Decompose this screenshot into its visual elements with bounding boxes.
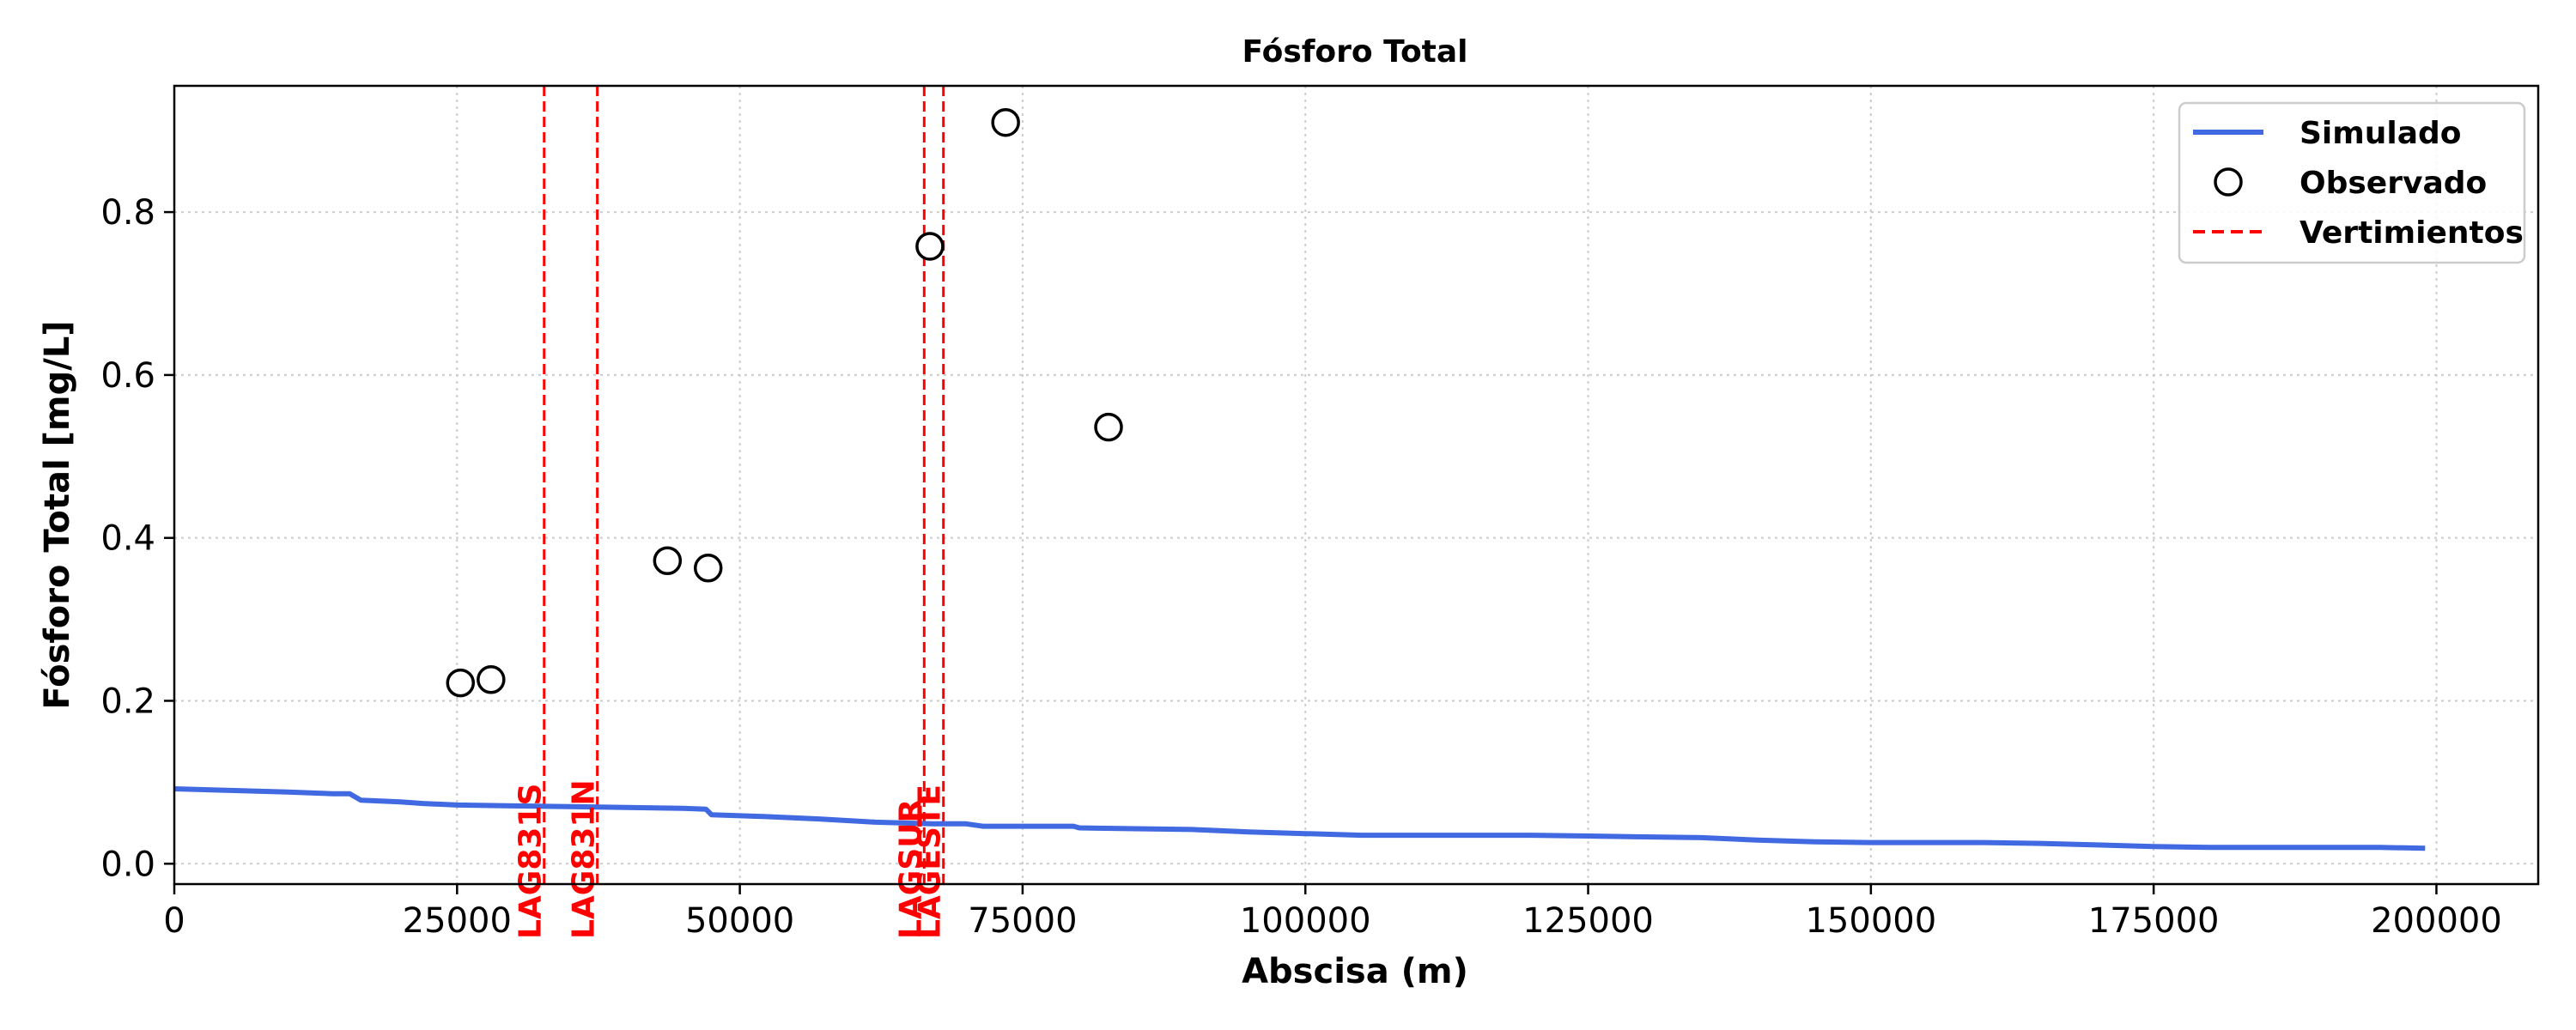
x-tick-label: 150000 <box>1805 901 1936 941</box>
simulado-line <box>173 786 2426 851</box>
y-tick-label: 0.8 <box>100 193 155 233</box>
x-tick-label: 125000 <box>1522 901 1654 941</box>
observado-point <box>915 232 945 261</box>
observado-point <box>446 668 476 698</box>
vertimiento-label: LAG831N <box>567 779 602 939</box>
legend: Simulado Observado Vertimientos <box>2178 101 2526 264</box>
chart-title: Fósforo Total <box>1242 34 1467 70</box>
observado-point <box>653 546 683 576</box>
plot-frame <box>173 84 2540 886</box>
vertimiento-label: LAG831S <box>513 784 549 939</box>
y-tick-label: 0.4 <box>100 519 155 559</box>
x-tick-label: 200000 <box>2371 901 2502 941</box>
legend-box <box>2178 101 2526 264</box>
y-tick-label: 0.0 <box>100 845 155 884</box>
legend-vertimientos-label: Vertimientos <box>2300 215 2524 251</box>
observado-point <box>693 554 723 583</box>
y-tick-label: 0.6 <box>100 356 155 396</box>
vertimiento-label: LAGESTE <box>913 785 948 939</box>
x-axis-title: Abscisa (m) <box>1242 952 1468 991</box>
observado-point <box>991 107 1020 137</box>
vertimientos-lines <box>543 86 945 884</box>
x-tick-label: 0 <box>163 901 185 941</box>
x-tick-label: 50000 <box>685 901 794 941</box>
series-layer <box>173 107 2426 851</box>
legend-observado-handle <box>2214 167 2243 197</box>
vertimiento-label: LAGSUR <box>893 799 928 939</box>
legend-observado-label: Observado <box>2300 166 2487 201</box>
observado-point <box>1094 412 1123 442</box>
y-tick-label: 0.2 <box>100 682 155 721</box>
x-tick-label: 75000 <box>968 901 1077 941</box>
axis-ticks: 0 25000 50000 75000 100000 125000 150000 175000… <box>100 193 2501 941</box>
x-tick-label: 25000 <box>403 901 512 941</box>
x-tick-label: 100000 <box>1240 901 1371 941</box>
x-tick-label: 175000 <box>2088 901 2220 941</box>
legend-simulado-label: Simulado <box>2300 116 2462 151</box>
y-axis-title: Fósforo Total [mg/L] <box>38 320 77 709</box>
observado-point <box>477 665 506 694</box>
